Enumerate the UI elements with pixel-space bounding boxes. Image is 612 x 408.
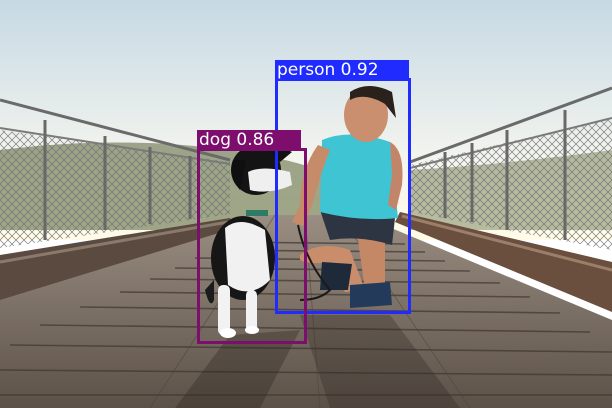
person-figure xyxy=(292,86,403,308)
shadows xyxy=(175,330,300,408)
dog-detection-label: dog 0.86 xyxy=(197,130,301,150)
dog-detection-box: dog 0.86 xyxy=(197,130,307,344)
dog-figure xyxy=(205,145,292,338)
person-detection-box: person 0.92 xyxy=(275,60,411,314)
left-fence-mesh xyxy=(0,130,230,248)
left-rail-beam xyxy=(0,218,235,300)
right-fence-mesh xyxy=(410,118,612,250)
right-rail-beam xyxy=(395,212,612,312)
person-detection-label: person 0.92 xyxy=(275,60,409,80)
